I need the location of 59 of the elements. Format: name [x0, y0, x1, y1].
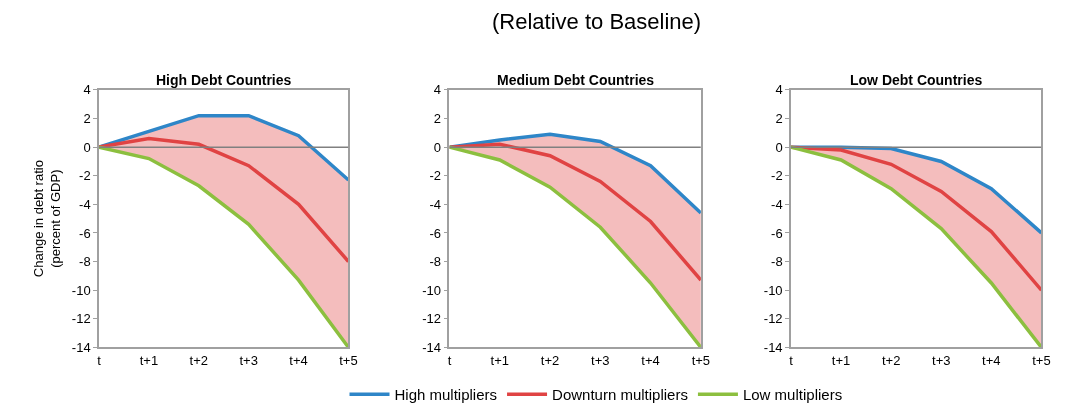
y-tick-label: 0 [433, 139, 442, 155]
y-tick-label: 2 [83, 111, 91, 127]
y-tick-label: -4 [429, 196, 442, 212]
y-tick-label: -8 [79, 254, 91, 270]
x-tick-label: t+5 [691, 352, 711, 368]
y-tick-label: -2 [79, 168, 91, 184]
x-tick-label: t+2 [189, 352, 209, 368]
line-series [99, 113, 349, 182]
chart-title: Medium Debt Countries [497, 72, 655, 88]
x-tick-label: t+4 [982, 352, 1001, 368]
x-tick-label: t+2 [881, 352, 901, 368]
x-tick-label: t+4 [641, 352, 660, 368]
x-tick-label: t+2 [540, 352, 560, 368]
y-tick-label: 4 [433, 82, 442, 98]
chart-title: High Debt Countries [156, 72, 292, 88]
y-tick-label: -8 [429, 254, 442, 270]
y-tick-label: -12 [763, 311, 783, 327]
y-tick-label: -8 [771, 254, 783, 270]
x-tick-label: t+3 [932, 352, 951, 368]
chart-title: Low Debt Countries [850, 72, 983, 88]
y-tick-label: -14 [71, 339, 91, 355]
y-tick-label: 2 [433, 111, 442, 127]
legend-label: High multipliers [394, 386, 498, 404]
y-tick-label: 4 [775, 82, 783, 98]
x-tick-label: t+1 [831, 352, 851, 368]
y-tick-label: -4 [79, 196, 91, 212]
y-tick-label: -10 [71, 282, 91, 298]
y-tick-label: -6 [79, 225, 91, 241]
y-tick-label: 0 [83, 139, 91, 155]
y-tick-label: -10 [763, 282, 783, 298]
x-tick-label: t+5 [1032, 352, 1051, 368]
y-tick-label: -2 [771, 168, 783, 184]
y-tick-label: -6 [771, 225, 783, 241]
x-tick-label: t+5 [339, 352, 358, 368]
y-tick-label: 2 [775, 111, 783, 127]
y-tick-label: -10 [422, 282, 442, 298]
x-tick-label: t+3 [239, 352, 258, 368]
x-tick-label: t [97, 352, 102, 368]
y-tick-label: -6 [429, 225, 442, 241]
x-tick-label: t+1 [139, 352, 159, 368]
x-tick-label: t [447, 352, 452, 368]
legend-label: Low multipliers [742, 386, 843, 404]
line-series [790, 145, 1042, 292]
y-tick-label: -14 [422, 339, 442, 355]
text: (Relative to Baseline) [492, 9, 702, 34]
y-axis-title: Change in debt ratio (percent of GDP) [31, 160, 64, 278]
y-tick-label: -2 [429, 168, 442, 184]
legend-label: Downturn multipliers [552, 386, 688, 404]
line-series [99, 136, 349, 264]
y-tick-label: -12 [71, 311, 91, 327]
y-tick-label: 4 [83, 82, 91, 98]
x-tick-label: t [789, 352, 794, 368]
x-tick-label: t+4 [289, 352, 308, 368]
y-tick-label: 0 [775, 139, 783, 155]
x-tick-label: t+3 [591, 352, 610, 368]
y-tick-label: -12 [422, 311, 442, 327]
y-tick-label: -14 [763, 339, 783, 355]
y-tick-label: -4 [771, 196, 783, 212]
x-tick-label: t+1 [490, 352, 509, 368]
